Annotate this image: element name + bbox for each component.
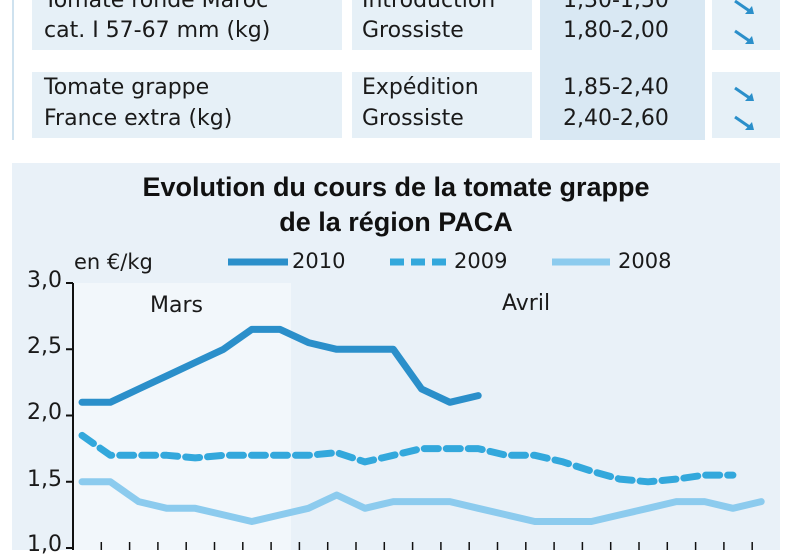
stage-cell bbox=[352, 72, 532, 138]
product-name: Tomate ronde Maroc bbox=[44, 0, 269, 13]
trend-cell bbox=[712, 72, 780, 138]
legend-label: 2010 bbox=[292, 249, 346, 273]
trend-down-arrow-icon bbox=[733, 85, 757, 105]
trend-down-arrow-icon bbox=[733, 28, 757, 48]
y-tick-label: 2,0 bbox=[27, 400, 62, 425]
product-cell bbox=[32, 72, 342, 138]
price-cell bbox=[540, 0, 705, 140]
market-stage: Grossiste bbox=[362, 106, 464, 131]
trend-down-arrow-icon bbox=[733, 0, 757, 18]
legend-swatch bbox=[390, 258, 448, 266]
legend-swatch bbox=[228, 258, 288, 266]
series-line-2009 bbox=[78, 431, 737, 486]
y-tick-label: 1,5 bbox=[27, 467, 62, 492]
chart-title: Evolution du cours de la tomate grappe bbox=[142, 172, 650, 202]
price-range: 1,80-2,00 bbox=[563, 18, 669, 43]
product-name: Tomate grappe bbox=[44, 75, 210, 100]
product-name: cat. I 57-67 mm (kg) bbox=[44, 18, 271, 43]
y-tick-label: 3,0 bbox=[27, 268, 62, 293]
legend-swatch bbox=[552, 258, 610, 266]
legend-item-2008: 2008 bbox=[552, 246, 682, 276]
product-cell bbox=[32, 0, 342, 50]
market-stage: Expédition bbox=[362, 75, 479, 100]
month-label-avril: Avril bbox=[502, 291, 551, 316]
chart-title: de la région PACA bbox=[279, 207, 513, 237]
legend-item-2009: 2009 bbox=[390, 246, 510, 276]
price-range: 1,30-1,50 bbox=[563, 0, 669, 13]
trend-down-arrow-icon bbox=[733, 114, 757, 134]
legend-label: 2008 bbox=[618, 249, 672, 273]
market-stage: Grossiste bbox=[362, 18, 464, 43]
series-line-2008 bbox=[78, 478, 765, 525]
market-stage: Introduction bbox=[362, 0, 496, 13]
price-range: 1,85-2,40 bbox=[563, 75, 669, 100]
month-label-mars: Mars bbox=[150, 293, 203, 318]
legend-item-2010: 2010 bbox=[228, 246, 348, 276]
price-table: Tomate ronde Maroc cat. I 57-67 mm (kg) … bbox=[0, 0, 800, 150]
product-name: France extra (kg) bbox=[44, 106, 233, 131]
y-tick-label: 2,5 bbox=[27, 334, 62, 359]
price-range: 2,40-2,60 bbox=[563, 106, 669, 131]
y-axis-unit-label: en €/kg bbox=[74, 250, 153, 274]
stage-cell bbox=[352, 0, 532, 50]
series-line-2010 bbox=[78, 325, 482, 406]
table-frame bbox=[12, 0, 782, 140]
legend-label: 2009 bbox=[454, 249, 508, 273]
